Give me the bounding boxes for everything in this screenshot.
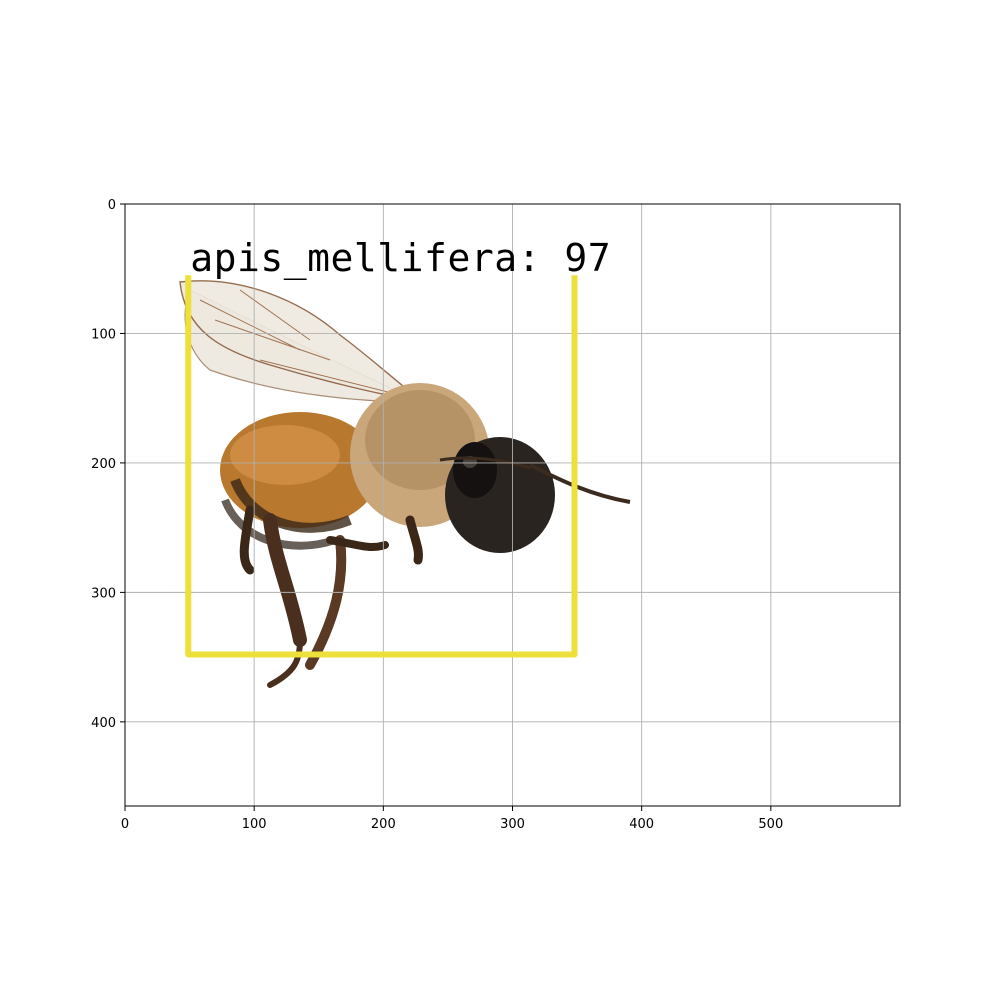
plot-area: apis_mellifera: 97	[124, 203, 901, 807]
y-axis: 0 100 200 300 400	[91, 198, 125, 731]
y-tick-label: 100	[91, 327, 116, 342]
x-tick-label: 500	[758, 817, 783, 832]
x-tick-label: 200	[371, 817, 396, 832]
honeybee-image	[179, 280, 631, 688]
detections: apis_mellifera: 97	[185, 236, 611, 658]
y-tick-label: 300	[91, 586, 116, 601]
detection-label: apis_mellifera: 97	[190, 236, 611, 281]
x-tick-label: 100	[242, 817, 267, 832]
y-tick-label: 400	[91, 716, 116, 731]
y-tick-label: 200	[91, 457, 116, 472]
x-tick-label: 400	[629, 817, 654, 832]
detection-box	[185, 275, 578, 658]
x-axis: 0 100 200 300 400 500	[121, 806, 783, 832]
x-tick-label: 0	[121, 817, 129, 832]
x-tick-label: 300	[500, 817, 525, 832]
y-tick-label: 0	[108, 198, 116, 213]
